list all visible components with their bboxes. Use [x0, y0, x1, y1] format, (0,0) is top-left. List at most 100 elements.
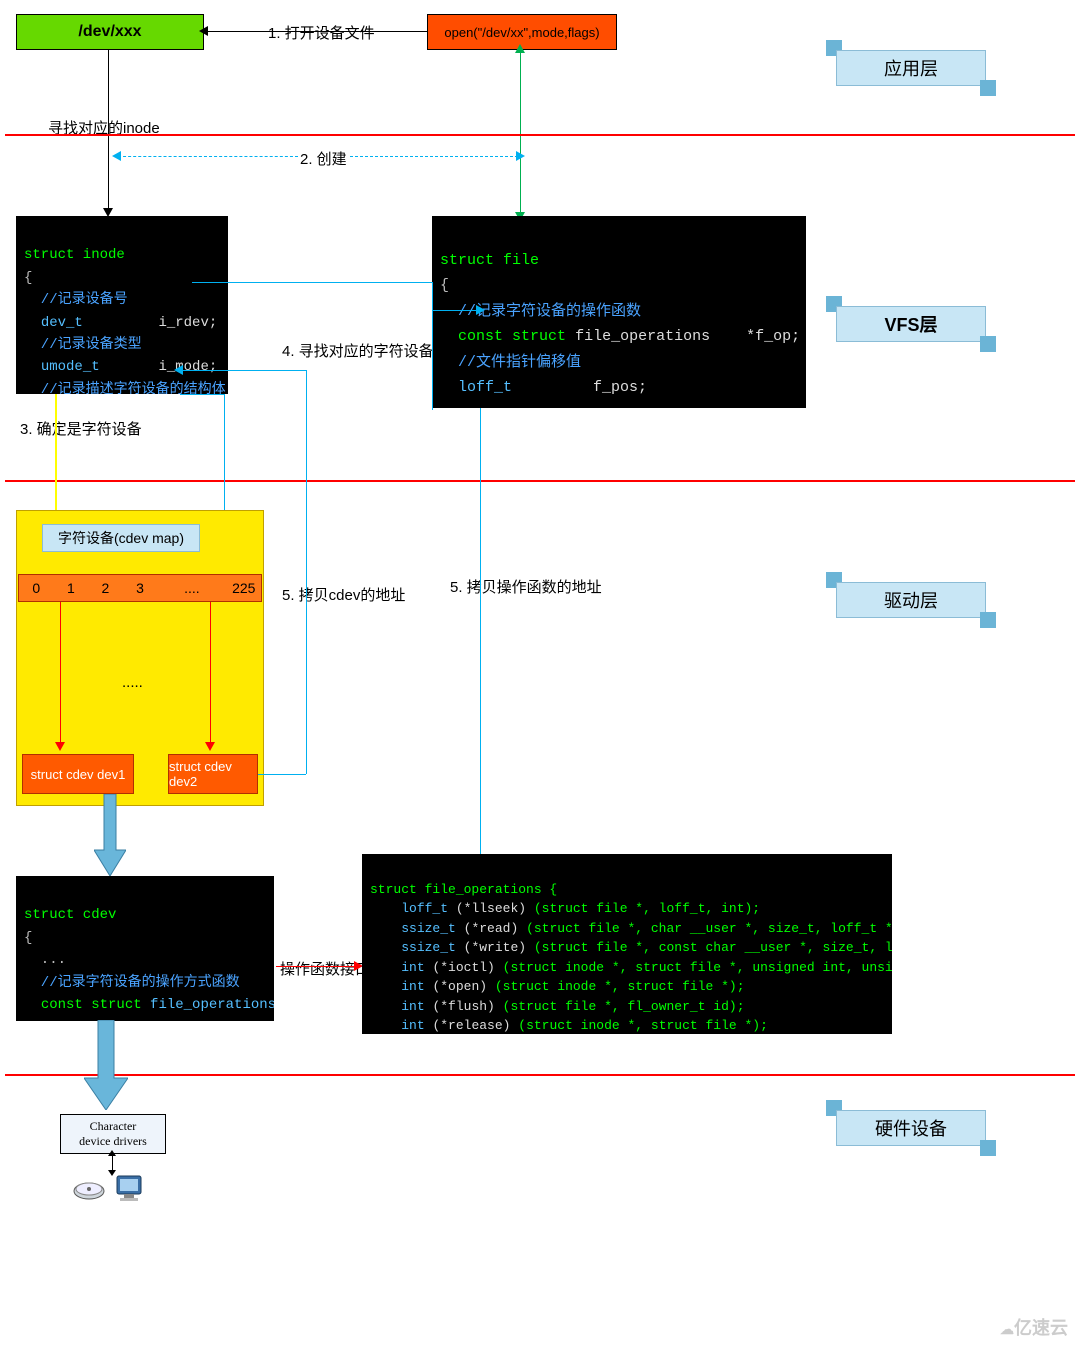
layer-corner-hw2 — [980, 1140, 996, 1156]
yel-line — [55, 394, 57, 526]
char-drv-line1: Character — [90, 1119, 137, 1134]
f6c: (struct inode *, struct file *); — [495, 979, 745, 994]
layer-hw-text: 硬件设备 — [875, 1115, 947, 1141]
f5c: (struct inode *, struct file *, unsigned… — [503, 960, 892, 975]
f6b: (*open) — [432, 979, 487, 994]
file-l6b: f_pos; — [593, 379, 647, 396]
layer-corner-drv2 — [980, 612, 996, 628]
divider-1 — [5, 134, 1075, 136]
file-l1: struct file — [440, 252, 539, 269]
arrow-open-to-dev — [204, 31, 427, 32]
red-v1h — [55, 742, 65, 751]
red-v2 — [210, 602, 211, 744]
cdev-num-strip: 0 1 2 3 .... 225 — [18, 574, 262, 602]
f7b: (*flush) — [432, 999, 494, 1014]
cyan-line-2b — [180, 394, 225, 395]
num2: 2 — [88, 580, 123, 596]
file-l4b: file_operations — [575, 328, 710, 345]
num4: .... — [157, 580, 226, 596]
num3: 3 — [123, 580, 158, 596]
cyan5b-v2 — [432, 282, 433, 410]
file-l5: //文件指针偏移值 — [440, 354, 581, 371]
step2-label: 2. 创建 — [300, 148, 347, 169]
fops-code: struct file_operations { loff_t (*llseek… — [362, 854, 892, 1034]
device-icon-disk — [72, 1178, 106, 1204]
inode-l6a: umode_t — [41, 359, 100, 375]
step4-label: 4. 寻找对应的字符设备 — [282, 340, 434, 361]
inode-l6b: i_mode; — [158, 359, 217, 375]
layer-vfs: VFS层 — [836, 306, 986, 342]
file-l7: ... — [440, 405, 485, 409]
red-iface — [276, 966, 356, 967]
arrowhead-open-to-dev — [199, 26, 208, 36]
f2c: (struct file *, loff_t, int); — [534, 901, 760, 916]
cdev-l4: //记录字符设备的操作方式函数 — [24, 975, 240, 991]
inode-l4b: i_rdev; — [158, 315, 217, 331]
file-l3: //记录字符设备的操作函数 — [440, 303, 641, 320]
cyan5b-h2 — [432, 310, 480, 311]
f7c: (struct file *, fl_owner_t id); — [503, 999, 745, 1014]
cdev-l5a: const struct — [41, 997, 142, 1013]
arrowhead-file-up — [515, 44, 525, 53]
layer-drv-text: 驱动层 — [884, 587, 938, 613]
layer-vfs-text: VFS层 — [884, 311, 937, 337]
f4c: (struct file *, const char __user *, siz… — [534, 940, 892, 955]
dev1-text: struct cdev dev1 — [31, 767, 126, 782]
step3-label: 3. 确定是字符设备 — [20, 418, 142, 439]
inode-l4a: dev_t — [41, 315, 83, 331]
char-drv-line2: device drivers — [79, 1134, 147, 1149]
f6a: int — [401, 979, 424, 994]
f4a: ssize_t — [401, 940, 456, 955]
inode-l3: //记录设备号 — [24, 292, 128, 308]
dash-right-h — [516, 151, 525, 161]
big-arrow-1 — [94, 794, 126, 876]
inode-l2: { — [24, 270, 32, 286]
fops-l1: struct file_operations { — [370, 882, 557, 897]
cyan5b-ah — [476, 305, 485, 315]
file-l2: { — [440, 277, 449, 294]
cyan5a-h — [258, 774, 306, 775]
file-code: struct file { //记录字符设备的操作函数 const struct… — [432, 216, 806, 408]
f2a: loff_t — [401, 901, 448, 916]
inode-l5: //记录设备类型 — [24, 337, 142, 353]
cdev-code: struct cdev { ... //记录字符设备的操作方式函数 const … — [16, 876, 274, 1021]
f7a: int — [401, 999, 424, 1014]
cyan5a-ah — [174, 365, 183, 375]
f8b: (*release) — [432, 1018, 510, 1033]
arrow-file-up — [520, 50, 521, 215]
f5b: (*ioctl) — [432, 960, 494, 975]
step5b-label: 5. 拷贝操作函数的地址 — [450, 576, 602, 597]
dev-file-label: /dev/xxx — [78, 23, 141, 41]
file-l4c: *f_op; — [746, 328, 800, 345]
f2b: (*llseek) — [456, 901, 526, 916]
step1-label: 1. 打开设备文件 — [268, 22, 375, 43]
cdev-map-title-box: 字符设备(cdev map) — [42, 524, 200, 552]
num0: 0 — [19, 580, 54, 596]
layer-app-text: 应用层 — [884, 55, 938, 81]
file-l6a: loff_t — [458, 379, 512, 396]
dash-left-h — [112, 151, 121, 161]
big-arrow-2 — [84, 1020, 128, 1110]
cdev-l6: ... — [24, 1019, 66, 1021]
layer-app: 应用层 — [836, 50, 986, 86]
divider-2 — [5, 480, 1075, 482]
step5a-label: 5. 拷贝cdev的地址 — [282, 584, 405, 605]
inode-l7: //记录描述字符设备的结构体 — [24, 382, 226, 394]
device-icon-monitor — [114, 1174, 146, 1206]
inode-l1: struct inode — [24, 247, 125, 263]
watermark-text: 亿速云 — [1014, 1318, 1068, 1338]
dev-file-box: /dev/xxx — [16, 14, 204, 50]
f3b: (*read) — [464, 921, 519, 936]
layer-corner-app2 — [980, 80, 996, 96]
cdev-l2: { — [24, 930, 32, 946]
dev2-text: struct cdev dev2 — [169, 759, 257, 789]
dash-right — [350, 156, 518, 157]
cdev-dev1: struct cdev dev1 — [22, 754, 134, 794]
cdev-l1: struct cdev — [24, 907, 116, 923]
f3a: ssize_t — [401, 921, 456, 936]
divider-3 — [5, 1074, 1075, 1076]
dash-left — [118, 156, 298, 157]
file-l4a: const struct — [458, 328, 566, 345]
f4b: (*write) — [464, 940, 526, 955]
diagram-stage: /dev/xxx open("/dev/xx",mode,flags) 1. 打… — [0, 0, 1080, 1348]
